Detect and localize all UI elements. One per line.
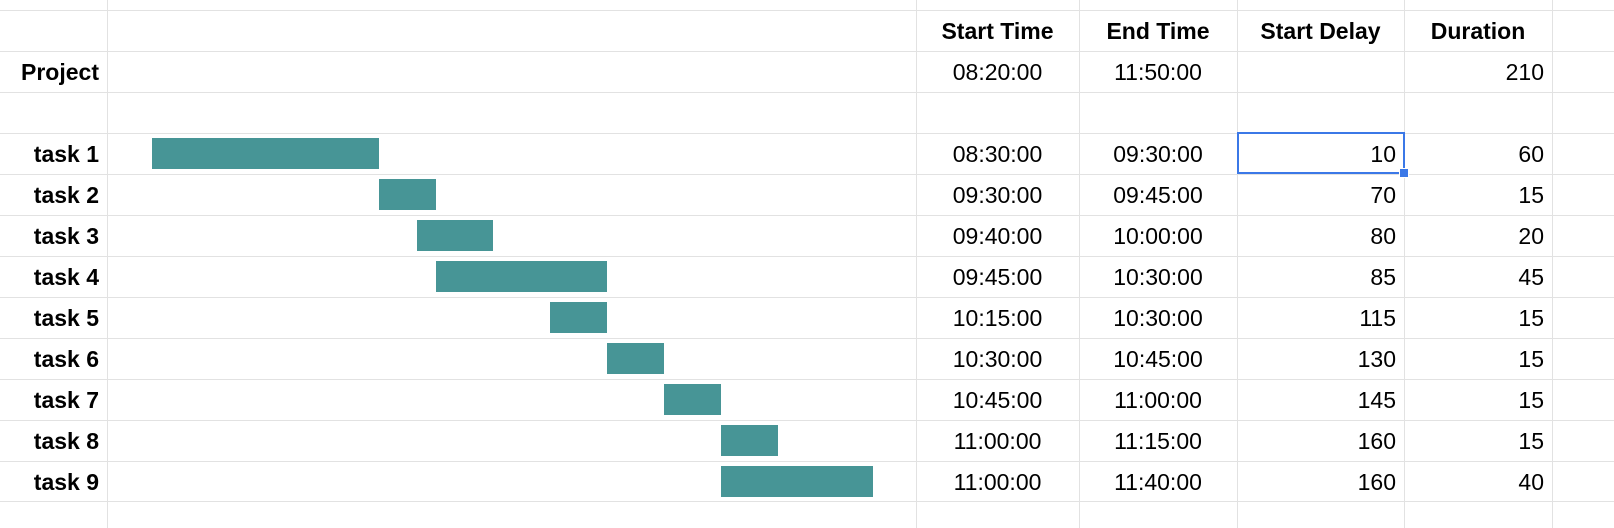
header-end-time[interactable]: End Time	[1106, 17, 1210, 44]
task-start-delay[interactable]: 85	[1370, 263, 1396, 290]
task-duration[interactable]: 45	[1518, 263, 1544, 290]
grid-line	[0, 297, 1614, 298]
header-start-time[interactable]: Start Time	[941, 17, 1054, 44]
grid-line	[0, 133, 1614, 134]
grid-line	[0, 256, 1614, 257]
project-end-time[interactable]: 11:50:00	[1114, 58, 1202, 85]
grid-line	[916, 0, 917, 528]
task-start-delay[interactable]: 115	[1359, 304, 1396, 331]
task-end-time[interactable]: 10:30:00	[1113, 263, 1203, 290]
grid-line	[0, 174, 1614, 175]
selected-cell-outline[interactable]	[1237, 132, 1405, 174]
grid-line	[0, 10, 1614, 11]
project-label[interactable]: Project	[21, 58, 99, 85]
grid-line	[0, 379, 1614, 380]
task-duration[interactable]: 20	[1518, 222, 1544, 249]
grid-line	[0, 215, 1614, 216]
task-end-time[interactable]: 10:30:00	[1113, 304, 1203, 331]
task-label[interactable]: task 3	[33, 222, 99, 249]
gantt-bar[interactable]	[550, 302, 607, 333]
grid-line	[0, 501, 1614, 502]
task-start-time[interactable]: 09:30:00	[952, 181, 1043, 208]
task-start-time[interactable]: 10:30:00	[952, 345, 1043, 372]
task-duration[interactable]: 15	[1518, 304, 1544, 331]
task-end-time[interactable]: 09:45:00	[1113, 181, 1203, 208]
gantt-bar[interactable]	[152, 138, 379, 169]
gantt-bar[interactable]	[436, 261, 607, 292]
task-label[interactable]: task 5	[33, 304, 99, 331]
task-duration[interactable]: 15	[1518, 386, 1544, 413]
header-duration[interactable]: Duration	[1430, 17, 1526, 44]
task-start-delay[interactable]: 80	[1370, 222, 1396, 249]
grid-line	[1237, 0, 1238, 528]
task-end-time[interactable]: 11:40:00	[1114, 468, 1202, 495]
task-label[interactable]: task 4	[33, 263, 99, 290]
fill-handle[interactable]	[1399, 168, 1409, 178]
gantt-bar[interactable]	[417, 220, 493, 251]
task-end-time[interactable]: 10:00:00	[1113, 222, 1203, 249]
gantt-bar[interactable]	[721, 466, 873, 497]
task-start-delay[interactable]: 70	[1370, 181, 1396, 208]
task-start-delay[interactable]: 10	[1370, 140, 1396, 167]
task-start-delay[interactable]: 145	[1357, 386, 1396, 413]
task-start-time[interactable]: 11:00:00	[953, 427, 1042, 454]
grid-line	[1552, 0, 1553, 528]
task-start-delay[interactable]: 160	[1357, 468, 1396, 495]
project-duration[interactable]: 210	[1505, 58, 1544, 85]
task-label[interactable]: task 7	[33, 386, 99, 413]
grid-line	[0, 51, 1614, 52]
task-end-time[interactable]: 09:30:00	[1113, 140, 1203, 167]
task-label[interactable]: task 9	[33, 468, 99, 495]
task-label[interactable]: task 6	[33, 345, 99, 372]
header-start-delay[interactable]: Start Delay	[1260, 17, 1381, 44]
task-start-delay[interactable]: 130	[1357, 345, 1396, 372]
task-start-time[interactable]: 09:45:00	[952, 263, 1043, 290]
gantt-bar[interactable]	[721, 425, 778, 456]
gantt-bar[interactable]	[664, 384, 721, 415]
task-end-time[interactable]: 11:00:00	[1114, 386, 1202, 413]
task-start-delay[interactable]: 160	[1357, 427, 1396, 454]
task-start-time[interactable]: 10:45:00	[952, 386, 1043, 413]
grid-line	[0, 461, 1614, 462]
task-duration[interactable]: 40	[1518, 468, 1544, 495]
grid-line	[107, 0, 108, 528]
task-start-time[interactable]: 08:30:00	[952, 140, 1043, 167]
task-start-time[interactable]: 09:40:00	[952, 222, 1043, 249]
task-duration[interactable]: 60	[1518, 140, 1544, 167]
task-end-time[interactable]: 11:15:00	[1114, 427, 1202, 454]
grid-line	[0, 420, 1614, 421]
task-duration[interactable]: 15	[1518, 345, 1544, 372]
grid-line	[1079, 0, 1080, 528]
grid-line	[0, 338, 1614, 339]
task-end-time[interactable]: 10:45:00	[1113, 345, 1203, 372]
gantt-bar[interactable]	[379, 179, 436, 210]
task-start-time[interactable]: 11:00:00	[953, 468, 1042, 495]
gantt-bar[interactable]	[607, 343, 664, 374]
grid-line	[1404, 0, 1405, 528]
task-label[interactable]: task 2	[33, 181, 99, 208]
grid-line	[0, 92, 1614, 93]
task-label[interactable]: task 1	[33, 140, 99, 167]
task-start-time[interactable]: 10:15:00	[952, 304, 1043, 331]
task-duration[interactable]: 15	[1518, 181, 1544, 208]
task-label[interactable]: task 8	[33, 427, 99, 454]
task-duration[interactable]: 15	[1518, 427, 1544, 454]
project-start-time[interactable]: 08:20:00	[952, 58, 1043, 85]
